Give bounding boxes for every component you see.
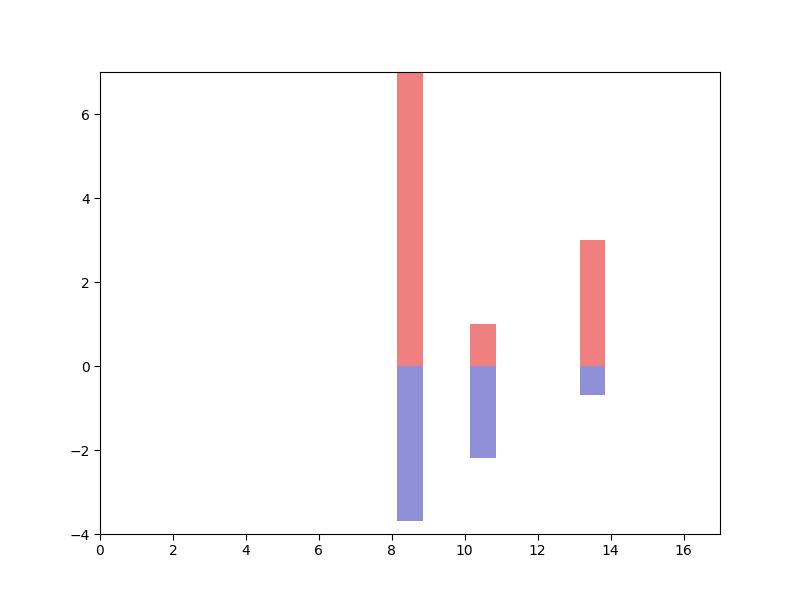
Bar bbox=[579, 366, 605, 395]
Bar bbox=[579, 240, 605, 366]
Bar bbox=[470, 324, 496, 366]
Bar bbox=[470, 366, 496, 458]
Bar bbox=[398, 366, 422, 521]
Bar bbox=[398, 72, 422, 366]
